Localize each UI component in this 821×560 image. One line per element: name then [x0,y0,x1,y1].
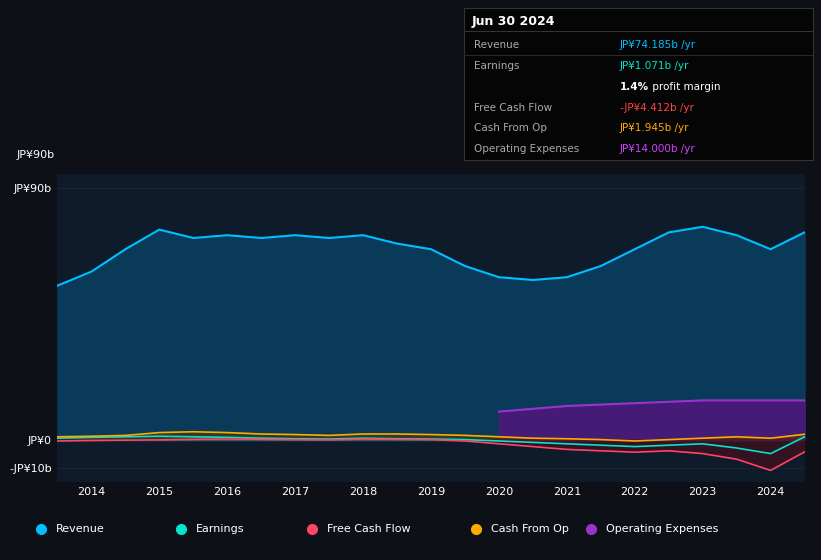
Text: JP¥90b: JP¥90b [16,150,54,160]
Text: Free Cash Flow: Free Cash Flow [474,102,552,113]
Text: JP¥1.945b /yr: JP¥1.945b /yr [620,123,690,133]
Text: Cash From Op: Cash From Op [491,524,569,534]
Text: Earnings: Earnings [195,524,244,534]
Text: Operating Expenses: Operating Expenses [474,144,579,154]
Text: Revenue: Revenue [474,40,519,50]
Text: Earnings: Earnings [474,61,519,71]
Text: 1.4%: 1.4% [620,82,649,92]
Text: Operating Expenses: Operating Expenses [606,524,718,534]
Text: -JP¥4.412b /yr: -JP¥4.412b /yr [620,102,694,113]
Text: Jun 30 2024: Jun 30 2024 [472,15,556,28]
Text: Free Cash Flow: Free Cash Flow [327,524,410,534]
Text: profit margin: profit margin [649,82,720,92]
Text: JP¥74.185b /yr: JP¥74.185b /yr [620,40,696,50]
Text: Revenue: Revenue [56,524,104,534]
Text: Cash From Op: Cash From Op [474,123,547,133]
Text: JP¥1.071b /yr: JP¥1.071b /yr [620,61,690,71]
Text: JP¥14.000b /yr: JP¥14.000b /yr [620,144,695,154]
